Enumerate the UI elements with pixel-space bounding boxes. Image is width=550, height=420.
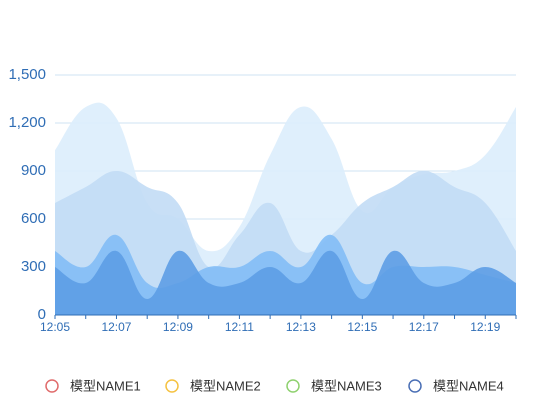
legend-icon[interactable] <box>408 379 422 393</box>
x-tick-label: 12:09 <box>163 320 193 334</box>
x-tick-label: 12:15 <box>347 320 377 334</box>
legend-icon[interactable] <box>286 379 300 393</box>
legend-label[interactable]: 模型NAME4 <box>433 378 504 393</box>
legend-label[interactable]: 模型NAME1 <box>70 378 141 393</box>
x-tick-label: 12:07 <box>101 320 131 334</box>
x-tick-label: 12:11 <box>225 320 254 334</box>
x-tick-label: 12:17 <box>409 320 439 334</box>
legend-label[interactable]: 模型NAME2 <box>190 378 261 393</box>
y-tick-label: 0 <box>38 306 46 323</box>
y-tick-label: 900 <box>21 162 46 179</box>
y-tick-label: 1,500 <box>8 66 46 83</box>
x-tick-label: 12:19 <box>470 320 500 334</box>
legend-label[interactable]: 模型NAME3 <box>311 378 382 393</box>
x-tick-label: 12:05 <box>40 320 70 334</box>
x-tick-label: 12:13 <box>286 320 316 334</box>
y-tick-label: 1,200 <box>8 114 46 131</box>
area <box>55 250 516 315</box>
y-tick-label: 300 <box>21 258 46 275</box>
y-tick-label: 600 <box>21 210 46 227</box>
legend-icon[interactable] <box>45 379 59 393</box>
legend-icon[interactable] <box>165 379 179 393</box>
